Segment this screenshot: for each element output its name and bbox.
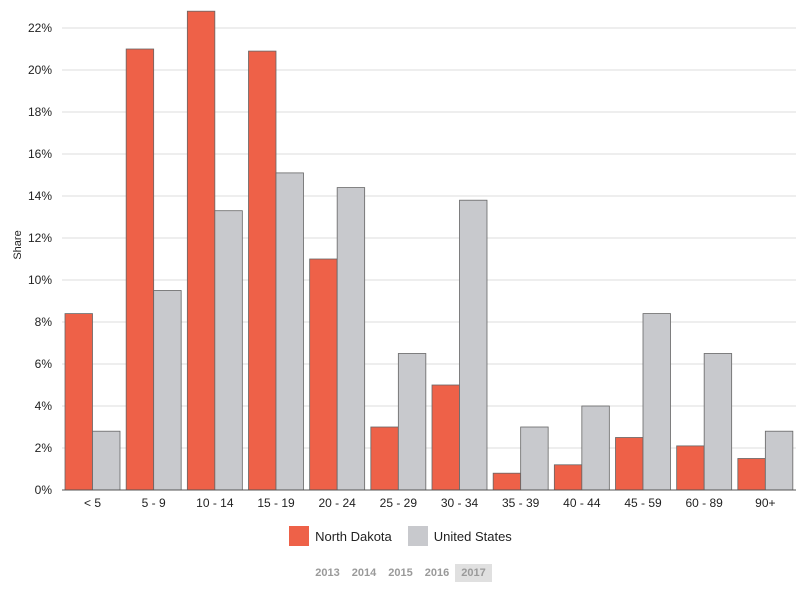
y-tick-label: 12% (28, 231, 52, 245)
x-tick-label: 20 - 24 (318, 496, 356, 510)
x-tick-label: 5 - 9 (142, 496, 166, 510)
y-tick-label: 22% (28, 21, 52, 35)
legend-swatch-north-dakota (289, 526, 310, 546)
x-tick-label: 90+ (755, 496, 775, 510)
x-tick-label: 10 - 14 (196, 496, 234, 510)
y-tick-label: 0% (35, 483, 53, 497)
bar-north-dakota[interactable] (737, 458, 766, 491)
bar-north-dakota[interactable] (186, 10, 216, 491)
y-tick-label: 14% (28, 189, 52, 203)
bar-united-states[interactable] (764, 430, 794, 491)
grid-lines (62, 27, 796, 491)
bar-united-states[interactable] (153, 290, 182, 491)
bar-north-dakota[interactable] (553, 464, 583, 491)
y-tick-label: 2% (35, 441, 53, 455)
year-button-2015[interactable]: 2015 (388, 567, 413, 579)
bar-united-states[interactable] (214, 210, 243, 491)
axes: 0% 2% 4% 6% 8% 10% 12% 14% 16% 18% 20% 22% < 5 5 - 9 1… (28, 21, 796, 510)
y-axis-label: Share (12, 230, 24, 259)
x-tick-label: 40 - 44 (563, 496, 601, 510)
x-tick-label: 15 - 19 (257, 496, 295, 510)
bar-north-dakota[interactable] (248, 50, 277, 491)
bar-north-dakota[interactable] (64, 313, 93, 491)
year-button-2016[interactable]: 2016 (424, 567, 450, 579)
legend-item-north-dakota[interactable]: North Dakota (289, 526, 392, 546)
year-button-2014[interactable]: 2014 (351, 567, 377, 579)
y-tick-label: 18% (28, 105, 52, 119)
bar-north-dakota[interactable] (125, 48, 155, 491)
bar-north-dakota[interactable] (309, 258, 338, 491)
year-button-2013[interactable]: 2013 (315, 567, 340, 579)
x-tick-label: 25 - 29 (380, 496, 418, 510)
x-tick-label: 35 - 39 (502, 496, 540, 510)
y-tick-label: 8% (35, 315, 53, 329)
bar-north-dakota[interactable] (370, 426, 399, 491)
y-tick-label: 20% (28, 63, 52, 77)
bars (64, 10, 794, 491)
bar-chart: 0% 2% 4% 6% 8% 10% 12% 14% 16% 18% 20% 22% < 5 5 - 9 1… (12, 10, 796, 510)
bar-united-states[interactable] (459, 199, 488, 491)
y-tick-label: 10% (28, 273, 52, 287)
bar-north-dakota[interactable] (676, 445, 705, 491)
bar-united-states[interactable] (581, 405, 610, 491)
legend-item-united-states[interactable]: United States (407, 526, 512, 546)
bar-united-states[interactable] (336, 187, 366, 491)
legend: North Dakota United States (0, 525, 801, 547)
bar-united-states[interactable] (703, 353, 733, 491)
bar-united-states[interactable] (520, 426, 549, 491)
x-tick-label: < 5 (84, 496, 101, 510)
bar-united-states[interactable] (397, 353, 427, 491)
legend-label-united-states: United States (433, 528, 512, 544)
x-tick-label: 30 - 34 (441, 496, 479, 510)
bar-united-states[interactable] (642, 313, 671, 491)
bar-north-dakota[interactable] (431, 384, 460, 491)
y-tick-label: 4% (35, 399, 53, 413)
y-tick-label: 16% (28, 147, 52, 161)
year-selector: 2013 2014 2015 2016 2017 (0, 562, 801, 584)
x-tick-label: 45 - 59 (624, 496, 662, 510)
bar-north-dakota[interactable] (492, 472, 522, 491)
bar-united-states[interactable] (275, 172, 304, 491)
year-button-2017[interactable]: 2017 (455, 564, 492, 582)
bar-north-dakota[interactable] (615, 437, 644, 491)
y-tick-label: 6% (35, 357, 53, 371)
legend-swatch-united-states (407, 526, 428, 546)
legend-label-north-dakota: North Dakota (315, 528, 392, 544)
x-tick-label: 60 - 89 (685, 496, 723, 510)
bar-united-states[interactable] (92, 430, 121, 491)
